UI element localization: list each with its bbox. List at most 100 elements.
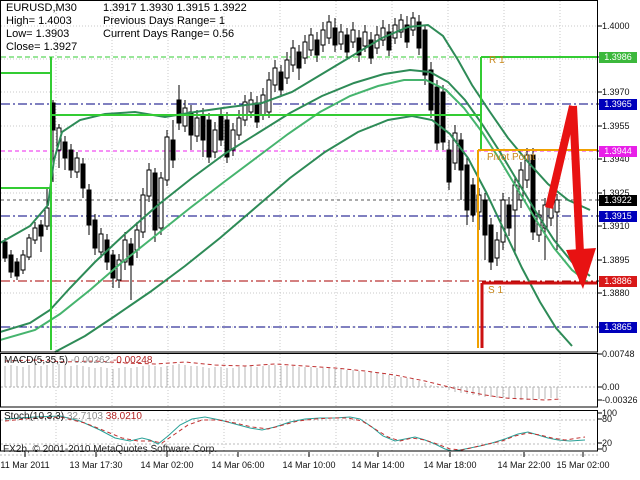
candle (290, 47, 296, 66)
candle (416, 21, 422, 49)
high-value: High= 1.4003 (6, 15, 72, 27)
price-tick-label: 1.3940 (602, 154, 630, 164)
candle (380, 27, 386, 41)
panel-border (0, 410, 598, 452)
price-badge: 1.3986 (599, 52, 637, 63)
chart-header: EURUSD,M30 1.3917 1.3930 1.3915 1.3922 Hi… (6, 2, 247, 54)
indicator-scale-label: 80 (602, 414, 613, 424)
price-badge: 1.3965 (599, 99, 637, 110)
macd-signal-line (4, 359, 561, 401)
price-tick-label: 1.3925 (602, 188, 630, 198)
time-label: 14 Mar 02:00 (140, 460, 194, 470)
candle (248, 99, 254, 113)
time-label: 14 Mar 14:00 (351, 460, 405, 470)
candle (440, 91, 446, 143)
trend-arrow-head (566, 248, 596, 289)
candle (404, 24, 410, 43)
s1-label: S 1 (488, 285, 504, 296)
candle (428, 69, 434, 111)
candle (92, 219, 98, 249)
candle (14, 261, 20, 277)
time-label: 15 Mar 02:00 (556, 460, 610, 470)
close-value: Close= 1.3927 (6, 41, 78, 53)
curr-range: Current Days Range= 0.56 (103, 28, 235, 40)
candle (38, 224, 44, 237)
candle (554, 199, 560, 213)
panel-border (0, 353, 598, 408)
candle (260, 94, 266, 116)
r1-label: R 1 (489, 55, 505, 66)
candle (242, 101, 248, 121)
indicator-scale-label: -0.00326 (602, 395, 638, 405)
indicator-scale-label: 0 (602, 444, 608, 454)
candle (326, 21, 332, 39)
stoch-d-line (4, 416, 586, 451)
candle (182, 107, 188, 127)
low-value: Low= 1.3903 (6, 28, 70, 40)
panel-border (0, 0, 598, 353)
symbol-title: EURUSD,M30 (6, 2, 77, 14)
trend-arrow-line (545, 105, 577, 209)
price-tick-label: 1.3880 (602, 288, 630, 298)
time-label: 14 Mar 10:00 (282, 460, 336, 470)
candle (122, 239, 128, 263)
candle (368, 39, 374, 59)
prev-range: Previous Days Range= 1 (103, 15, 225, 27)
price-badge: 1.3865 (599, 322, 637, 333)
time-label: 14 Mar 18:00 (423, 460, 477, 470)
candle (470, 184, 476, 216)
candle (524, 154, 530, 181)
candle (110, 254, 116, 279)
candle (200, 114, 206, 141)
candle (74, 157, 80, 173)
trend-arrow-line (569, 105, 584, 254)
candle (146, 169, 152, 197)
time-label: 11 Mar 2011 (0, 460, 50, 470)
candle (338, 31, 344, 45)
price-tick-label: 1.3910 (602, 221, 630, 231)
price-tick-label: 1.4000 (602, 21, 630, 31)
indicator-scale-label: 0.00 (602, 382, 620, 392)
candle (44, 207, 50, 227)
candle (398, 19, 404, 33)
candle (212, 129, 218, 153)
candle (272, 67, 278, 86)
candle (446, 149, 452, 183)
candle (26, 237, 32, 258)
macd-label: MACD(5,35,5) -0.00262 -0.00248 (4, 355, 153, 366)
candle (344, 34, 350, 53)
band-curve (54, 114, 573, 353)
candle (152, 172, 158, 231)
candle (194, 117, 200, 137)
price-badge: 1.3944 (599, 146, 637, 157)
band-curve (0, 23, 591, 244)
candle (206, 119, 212, 158)
time-label: 13 Mar 17:30 (69, 460, 123, 470)
candle (506, 204, 512, 229)
candle (530, 154, 536, 233)
candle (116, 259, 122, 281)
candle (266, 79, 272, 113)
price-badge: 1.3915 (599, 211, 637, 222)
candle (302, 41, 308, 59)
indicator-scale-label: 100 (602, 408, 618, 418)
candle (98, 233, 104, 253)
candle (452, 132, 458, 164)
price-badge: 1.3922 (599, 195, 637, 206)
candle (314, 39, 320, 56)
candle (254, 102, 260, 123)
candle (488, 224, 494, 263)
band-curve (0, 79, 591, 341)
price-badge: 1.3886 (599, 276, 637, 287)
candle (8, 254, 14, 273)
candle (410, 17, 416, 31)
candle (332, 27, 338, 46)
candle (134, 229, 140, 251)
candle (68, 149, 74, 171)
candle (464, 164, 470, 211)
candle (278, 71, 284, 91)
candle (236, 117, 242, 136)
candle (80, 163, 86, 189)
